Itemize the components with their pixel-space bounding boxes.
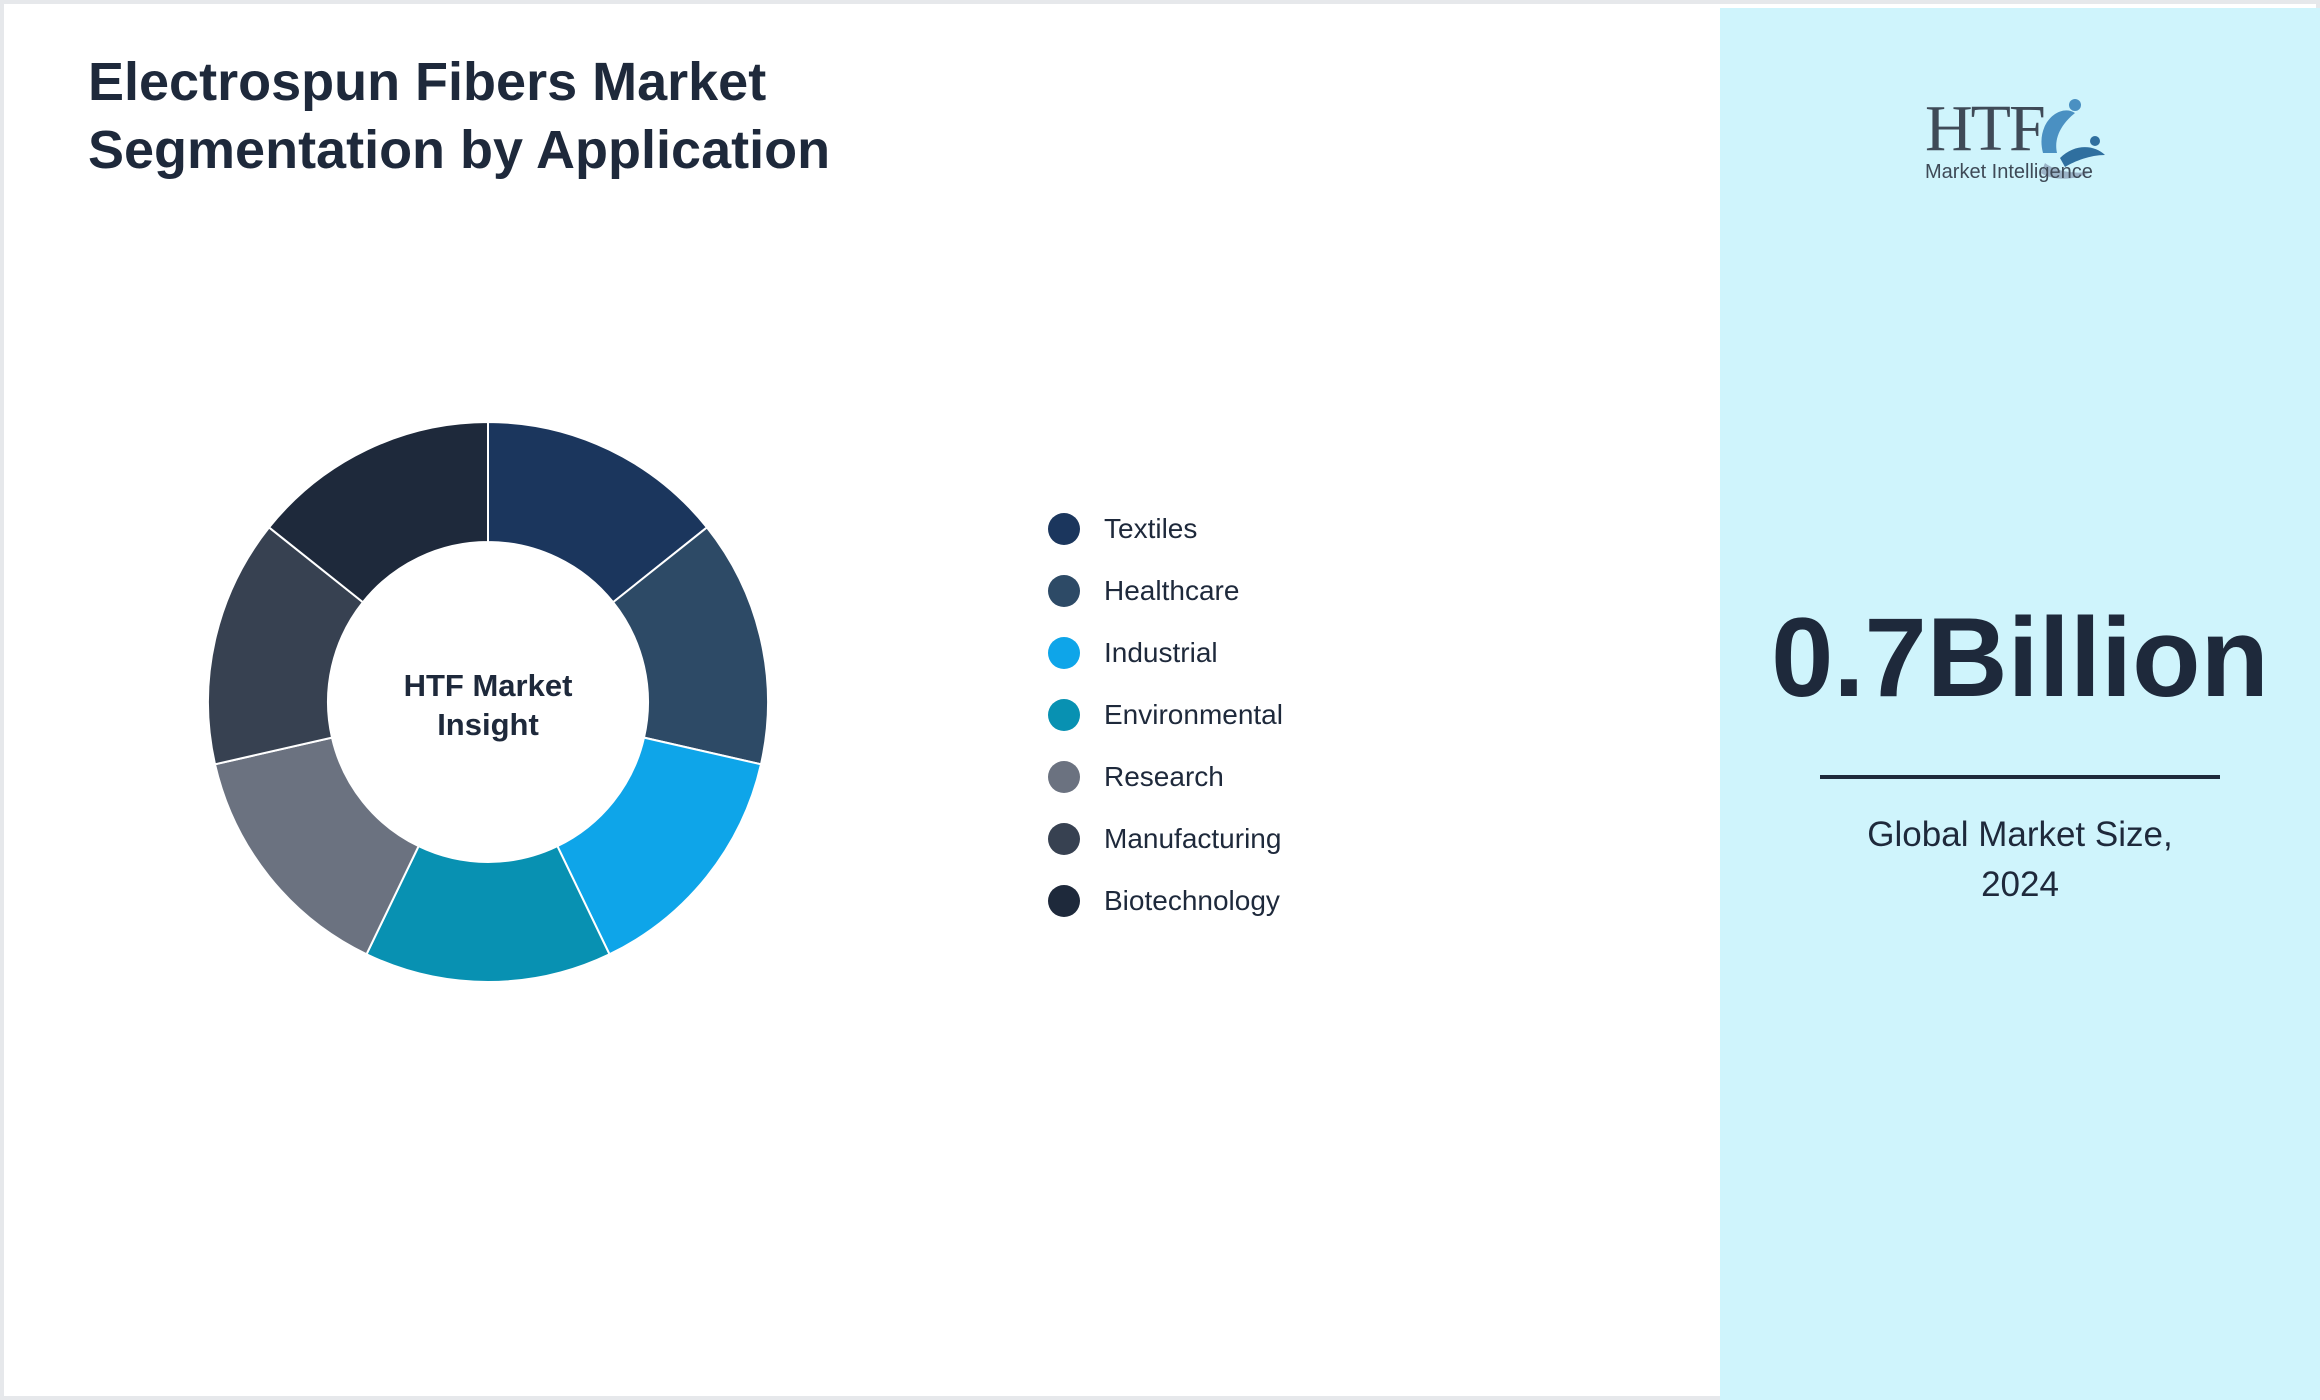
value-divider: [1820, 775, 2220, 779]
slice-biotechnology[interactable]: [267, 420, 489, 604]
chart-legend: Textiles Healthcare Industrial Environmenta…: [1048, 498, 1283, 932]
chart-area: Electrospun Fibers Market Segmentation b…: [8, 8, 1720, 1400]
center-label-line-2: Insight: [437, 707, 539, 742]
legend-label: Manufacturing: [1104, 823, 1282, 854]
page-title: Electrospun Fibers Market Segmentation b…: [88, 48, 1088, 184]
legend-label: Research: [1104, 761, 1224, 792]
logo-htf-text: HTF: [1925, 92, 2046, 165]
legend-label: Industrial: [1104, 637, 1218, 668]
caption-line-2: 2024: [1981, 865, 2059, 904]
legend-item-industrial[interactable]: Industrial: [1048, 622, 1283, 684]
slice-healthcare[interactable]: [611, 526, 769, 766]
legend-label: Textiles: [1104, 513, 1198, 544]
title-line-2: Segmentation by Application: [88, 120, 831, 180]
center-label-line-1: HTF Market: [404, 668, 573, 703]
donut-slices: [207, 420, 769, 983]
market-size-caption: Global Market Size, 2024: [1820, 810, 2220, 910]
legend-item-research[interactable]: Research: [1048, 746, 1283, 808]
legend-label: Environmental: [1104, 699, 1283, 730]
slice-manufacturing[interactable]: [207, 526, 365, 766]
legend-label: Healthcare: [1104, 575, 1240, 606]
legend-label: Biotechnology: [1104, 885, 1280, 916]
legend-item-environmental[interactable]: Environmental: [1048, 684, 1283, 746]
legend-item-textiles[interactable]: Textiles: [1048, 498, 1283, 560]
slice-research[interactable]: [213, 736, 420, 956]
donut-chart: HTF Market Insight: [207, 420, 769, 983]
htf-logo: HTF Market Intelligence: [1925, 83, 2115, 193]
title-line-1: Electrospun Fibers Market: [88, 52, 767, 112]
legend-item-biotechnology[interactable]: Biotechnology: [1048, 870, 1283, 932]
legend-swatch: [1048, 885, 1080, 917]
summary-panel: HTF Market Intelligence 0.7Billion Globa…: [1720, 8, 2320, 1400]
legend-item-healthcare[interactable]: Healthcare: [1048, 560, 1283, 622]
legend-swatch: [1048, 823, 1080, 855]
legend-item-manufacturing[interactable]: Manufacturing: [1048, 808, 1283, 870]
legend-swatch: [1048, 637, 1080, 669]
slice-industrial[interactable]: [556, 736, 763, 956]
legend-swatch: [1048, 699, 1080, 731]
legend-swatch: [1048, 761, 1080, 793]
market-value: 0.7Billion: [1771, 595, 2269, 720]
logo-subtext: Market Intelligence: [1925, 161, 2093, 183]
legend-swatch: [1048, 575, 1080, 607]
legend-swatch: [1048, 513, 1080, 545]
caption-line-1: Global Market Size,: [1867, 815, 2173, 854]
slice-textiles[interactable]: [487, 420, 709, 604]
slice-environmental[interactable]: [365, 844, 611, 983]
logo-figures-icon: [2041, 99, 2105, 179]
